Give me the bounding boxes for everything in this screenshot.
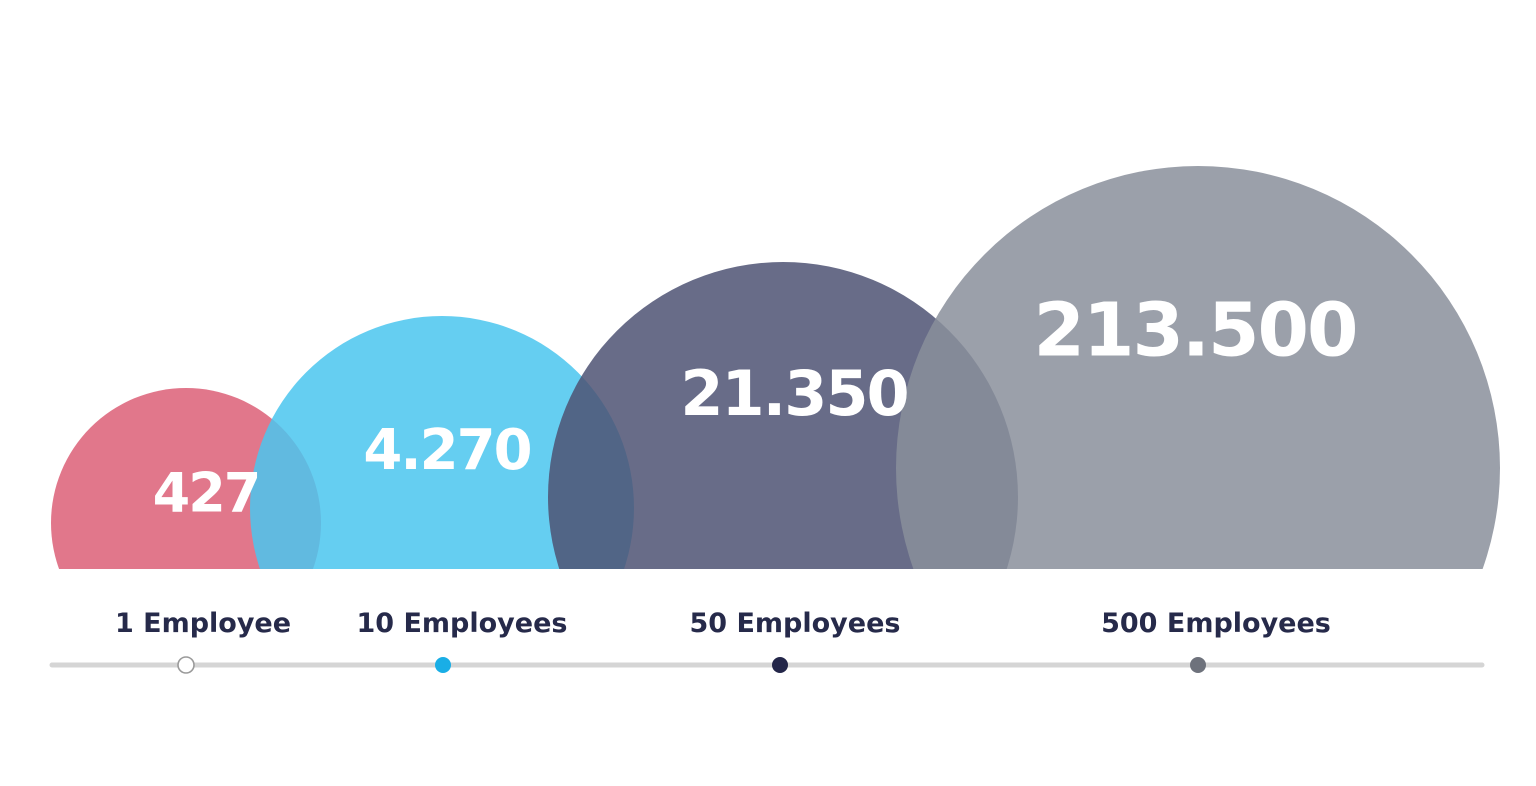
category-label-50-employees: 50 Employees [690,608,901,639]
markers-group [177,656,1206,674]
value-label-10-employees: 4.270 [363,418,530,483]
bubble-10-employees [250,316,634,569]
bubbles-group [51,166,1500,569]
labels-group: 1 Employee 10 Employees 50 Employees 500 Em… [115,608,1331,639]
timeline-marker-500-employees [1190,657,1206,673]
timeline-marker-1-employee [177,656,195,674]
value-label-500-employees: 213.500 [1033,288,1356,374]
category-label-1-employee: 1 Employee [115,608,291,639]
values-group: 427 4.270 21.350 213.500 [153,288,1359,525]
timeline-marker-10-employees [435,657,451,673]
category-label-500-employees: 500 Employees [1101,608,1331,639]
value-label-50-employees: 21.350 [680,357,907,430]
timeline-marker-50-employees [772,657,788,673]
value-label-1-employee: 427 [153,462,260,525]
bubble-500-employees [896,166,1500,569]
category-label-10-employees: 10 Employees [357,608,568,639]
